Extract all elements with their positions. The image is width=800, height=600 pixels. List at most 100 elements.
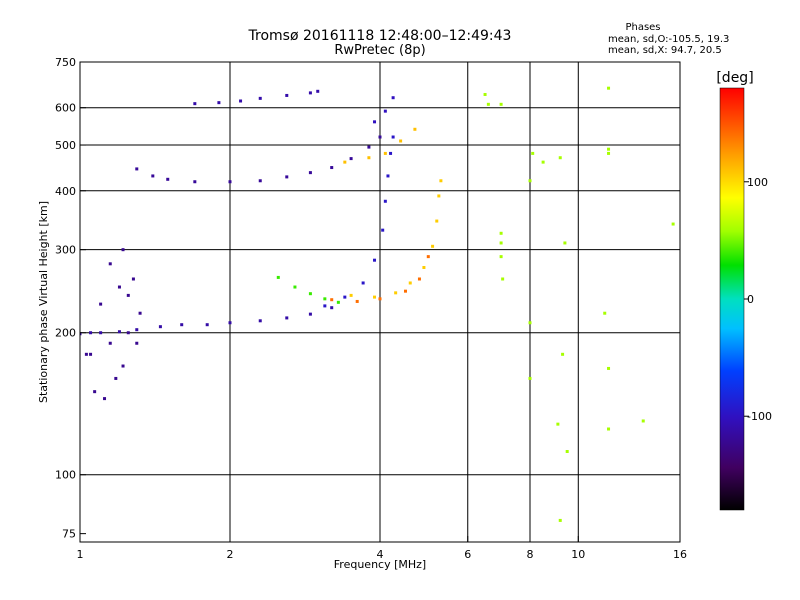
data-point: [413, 127, 417, 131]
data-point: [108, 262, 112, 266]
data-point: [483, 92, 487, 96]
y-tick-label: 75: [62, 528, 76, 541]
data-point: [316, 89, 320, 93]
colorbar-ticks: 100 0 -100: [719, 87, 772, 511]
data-point: [499, 241, 503, 245]
data-point: [285, 93, 289, 97]
data-point: [558, 518, 562, 522]
data-point: [285, 316, 289, 320]
data-point: [135, 167, 139, 171]
data-point: [558, 156, 562, 160]
data-point: [336, 300, 340, 304]
data-point: [499, 255, 503, 259]
data-point: [607, 86, 611, 90]
data-point: [565, 449, 569, 453]
data-point: [323, 304, 327, 308]
data-point: [541, 160, 545, 164]
data-point: [373, 120, 377, 124]
data-point: [607, 151, 611, 155]
data-point: [431, 244, 435, 248]
x-tick-label: 1: [77, 548, 84, 561]
data-point: [158, 325, 162, 329]
data-point: [121, 364, 125, 368]
data-point: [258, 96, 262, 100]
data-point: [439, 179, 443, 183]
y-tick-label: 300: [55, 244, 76, 257]
data-point: [323, 297, 327, 301]
x-tick-label: 4: [377, 548, 384, 561]
data-point: [343, 295, 347, 299]
data-point: [367, 156, 371, 160]
colorbar-tick-label: 100: [747, 176, 768, 189]
colorbar-frame: [719, 87, 745, 511]
data-point: [293, 285, 297, 289]
x-tick-label: 10: [571, 548, 585, 561]
data-point: [355, 299, 359, 303]
data-point: [121, 248, 125, 252]
data-point: [89, 352, 93, 356]
data-point: [501, 277, 505, 281]
data-point: [108, 341, 112, 345]
y-tick-label: 400: [55, 185, 76, 198]
data-point: [258, 319, 262, 323]
data-point: [308, 91, 312, 95]
data-point: [603, 311, 607, 315]
data-point: [391, 96, 395, 100]
data-point: [131, 277, 135, 281]
chart-subtitle: RwPretec (8p): [334, 43, 425, 58]
data-point: [394, 291, 398, 295]
data-point: [349, 157, 353, 161]
data-point: [383, 151, 387, 155]
y-tick-label: 100: [55, 469, 76, 482]
data-point: [528, 376, 532, 380]
data-points: [80, 86, 675, 522]
data-point: [378, 297, 382, 301]
data-point: [391, 135, 395, 139]
data-point: [367, 145, 371, 149]
data-point: [499, 102, 503, 106]
data-point: [486, 102, 490, 106]
data-point: [389, 151, 393, 155]
data-point: [138, 311, 142, 315]
colorbar: [720, 88, 744, 510]
data-point: [422, 266, 426, 270]
data-point: [151, 174, 155, 178]
data-point: [528, 321, 532, 325]
grid-lines: [80, 62, 680, 542]
chart-title: Tromsø 20161118 12:48:00–12:49:43: [248, 28, 512, 44]
data-point: [373, 258, 377, 262]
data-point: [99, 331, 103, 335]
data-point: [205, 323, 209, 327]
y-tick-label: 600: [55, 102, 76, 115]
data-point: [126, 331, 130, 335]
data-point: [399, 139, 403, 143]
data-point: [403, 289, 407, 293]
data-point: [103, 397, 107, 401]
x-axis-label: Frequency [MHz]: [334, 558, 426, 571]
x-tick-label: 2: [227, 548, 234, 561]
data-point: [308, 171, 312, 175]
data-point: [99, 302, 103, 306]
data-point: [361, 281, 365, 285]
data-point: [607, 366, 611, 370]
colorbar-label: [deg]: [716, 70, 753, 86]
data-point: [276, 275, 280, 279]
data-point: [607, 427, 611, 431]
x-tick-label: 8: [527, 548, 534, 561]
info-line-o: mean, sd,O:-105.5, 19.3: [608, 34, 729, 45]
data-point: [308, 312, 312, 316]
data-point: [193, 180, 197, 184]
data-point: [285, 175, 289, 179]
data-point: [383, 109, 387, 113]
data-point: [383, 199, 387, 203]
data-point: [671, 222, 675, 226]
data-point: [373, 295, 377, 299]
data-point: [84, 352, 88, 356]
colorbar-tick-label: -100: [747, 410, 772, 423]
data-point: [135, 341, 139, 345]
x-tick-label: 16: [673, 548, 687, 561]
y-axis-label: Stationary phase Virtual Height [km]: [37, 201, 50, 403]
data-point: [343, 160, 347, 164]
data-point: [556, 422, 560, 426]
